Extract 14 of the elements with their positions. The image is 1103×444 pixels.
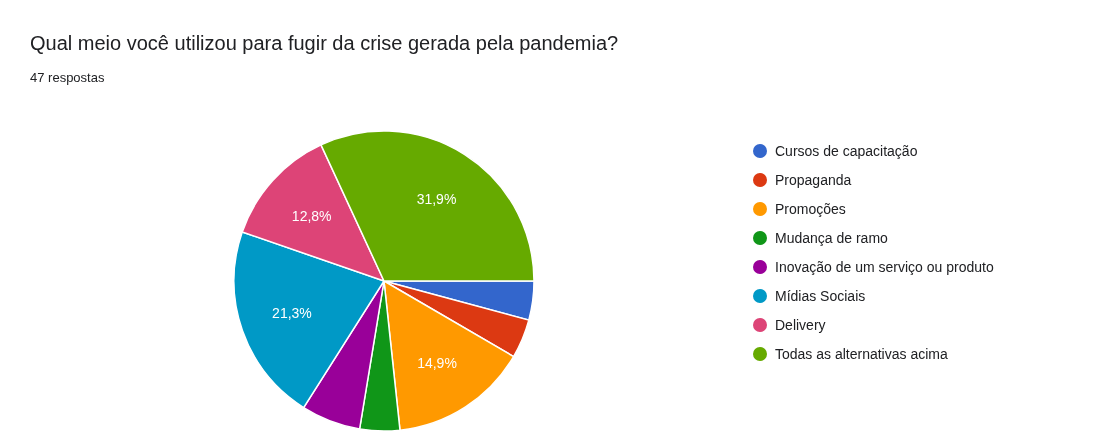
data-label: 31,9% xyxy=(416,190,457,207)
legend-label: Propaganda xyxy=(775,171,852,188)
legend-label: Promoções xyxy=(775,200,846,217)
legend-label: Mídias Sociais xyxy=(775,287,866,304)
legend-label: Todas as alternativas acima xyxy=(775,345,948,362)
data-label: 12,8% xyxy=(291,207,332,224)
legend-label: Inovação de um serviço ou produto xyxy=(775,258,994,275)
text: 47 respostas xyxy=(30,70,105,85)
legend-label: Mudança de ramo xyxy=(775,229,889,246)
data-label: 14,9% xyxy=(417,354,457,371)
data-label: 21,3% xyxy=(272,305,312,322)
legend-label: Cursos de capacitação xyxy=(775,142,918,159)
chart-title: Qual meio você utilizou para fugir da crise gerada pela pandemia? xyxy=(30,32,619,54)
legend-label: Delivery xyxy=(775,316,826,333)
